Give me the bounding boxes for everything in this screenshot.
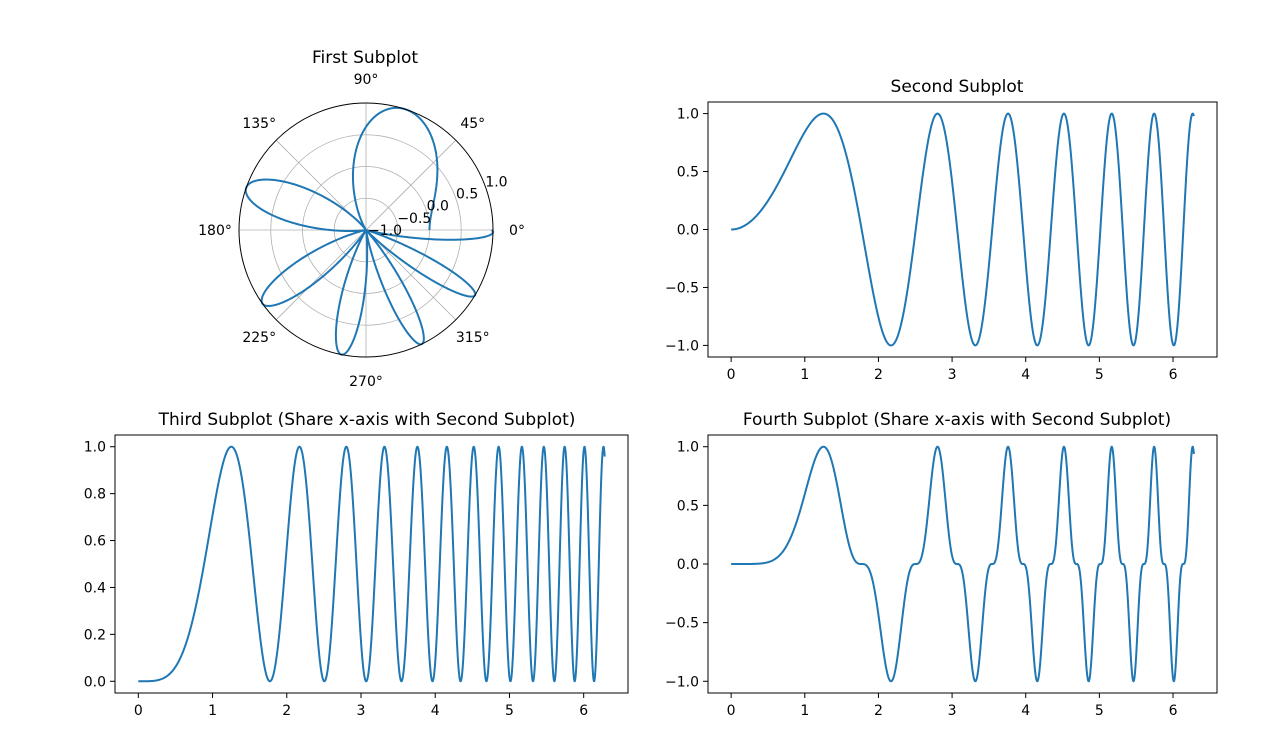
polar-r-label: −0.5 [397,211,431,227]
subplot-4-xtick-label: 3 [948,703,957,719]
subplot-3-title: Third Subplot (Share x-axis with Second … [158,410,576,430]
polar-theta-gridline [365,139,457,231]
subplot-3-ytick-label: 0.8 [84,487,106,503]
polar-r-label: 0.5 [456,187,478,203]
subplot-2-xtick-label: 3 [948,367,957,383]
subplot-3-ytick-label: 0.6 [84,534,106,550]
polar-theta-label: 135° [242,116,276,132]
polar-theta-label: 270° [349,374,383,390]
subplot-2-xtick-label: 4 [1021,367,1030,383]
subplot-3-ytick-label: 0.0 [84,674,106,690]
subplot-2-line [730,112,1195,347]
subplot-3-ytick-label: 0.2 [84,627,106,643]
subplot-4-xtick-label: 5 [1095,703,1104,719]
subplot-4-xtick-label: 0 [727,703,736,719]
subplot-3-xtick-label: 0 [134,703,143,719]
subplot-3-ytick-label: 0.4 [84,580,106,596]
subplot-1-polar: 0° 45° 90° 135° 180° 225° 270° 315° −1.0−0.50.0 0… [198,72,525,390]
subplot-4-ytick-label: 0.0 [677,557,699,573]
polar-theta-label: 180° [198,223,232,239]
subplot-4-axes-frame [707,434,1218,694]
subplot-3-xtick-label: 4 [431,703,440,719]
subplot-2-xtick-label: 1 [800,367,809,383]
subplot-2-ytick-label: −0.5 [665,280,699,296]
subplot-4-ytick-label: 0.5 [677,498,699,514]
subplot-4-ytick-label: 1.0 [677,440,699,456]
subplot-2-ytick-label: 0.0 [677,223,699,239]
subplot-2-xtick-label: 0 [727,367,736,383]
subplot-2-ytick-label: −1.0 [665,338,699,354]
polar-theta-label: 225° [242,330,276,346]
subplot-4-ytick-label: −0.5 [665,616,699,632]
subplot-2-ytick-label: 1.0 [677,107,699,123]
polar-r-label: −1.0 [368,223,402,239]
subplot-4-xtick-label: 2 [874,703,883,719]
subplot-4-xtick-label: 4 [1021,703,1030,719]
subplot-2-xtick-label: 6 [1169,367,1178,383]
subplot-2-title: Second Subplot [891,77,1024,97]
subplot-3-xtick-label: 6 [579,703,588,719]
polar-theta-label: 315° [456,330,490,346]
subplot-3: 0 1 2 3 4 5 6 0.0 0.2 0.4 0.6 0.8 1.0 [84,434,629,719]
subplot-3-xtick-label: 2 [282,703,291,719]
subplot-4-line [730,445,1195,683]
polar-theta-label: 90° [354,72,379,88]
subplot-1-title: First Subplot [312,48,418,68]
subplot-4-title: Fourth Subplot (Share x-axis with Second… [743,410,1171,430]
subplot-2-ytick-label: 0.5 [677,165,699,181]
polar-spine [238,102,494,358]
subplot-3-ytick-label: 1.0 [84,440,106,456]
polar-theta-label: 0° [509,223,525,239]
subplot-2-xtick-label: 5 [1095,367,1104,383]
subplot-3-xtick-label: 3 [357,703,366,719]
subplot-4-xtick-label: 6 [1169,703,1178,719]
subplot-3-xtick-label: 1 [208,703,217,719]
subplot-4: 0 1 2 3 4 5 6 −1.0 −0.5 0.0 0.5 1.0 [665,434,1218,719]
subplot-2: 0 1 2 3 4 5 6 −1.0 −0.5 0.0 0.5 1.0 [665,101,1218,383]
polar-theta-gridline [275,229,367,321]
subplot-4-xtick-label: 1 [800,703,809,719]
subplot-2-xtick-label: 2 [874,367,883,383]
subplot-4-ytick-label: −1.0 [665,674,699,690]
polar-theta-label: 45° [460,116,485,132]
polar-r-label: 1.0 [485,174,507,190]
subplot-3-axes-frame [114,434,629,694]
subplot-3-line [137,445,606,683]
subplot-3-xtick-label: 5 [505,703,514,719]
subplot-2-axes-frame [707,101,1218,358]
polar-r-label: 0.0 [427,199,449,215]
subplot-1-line [244,106,494,356]
